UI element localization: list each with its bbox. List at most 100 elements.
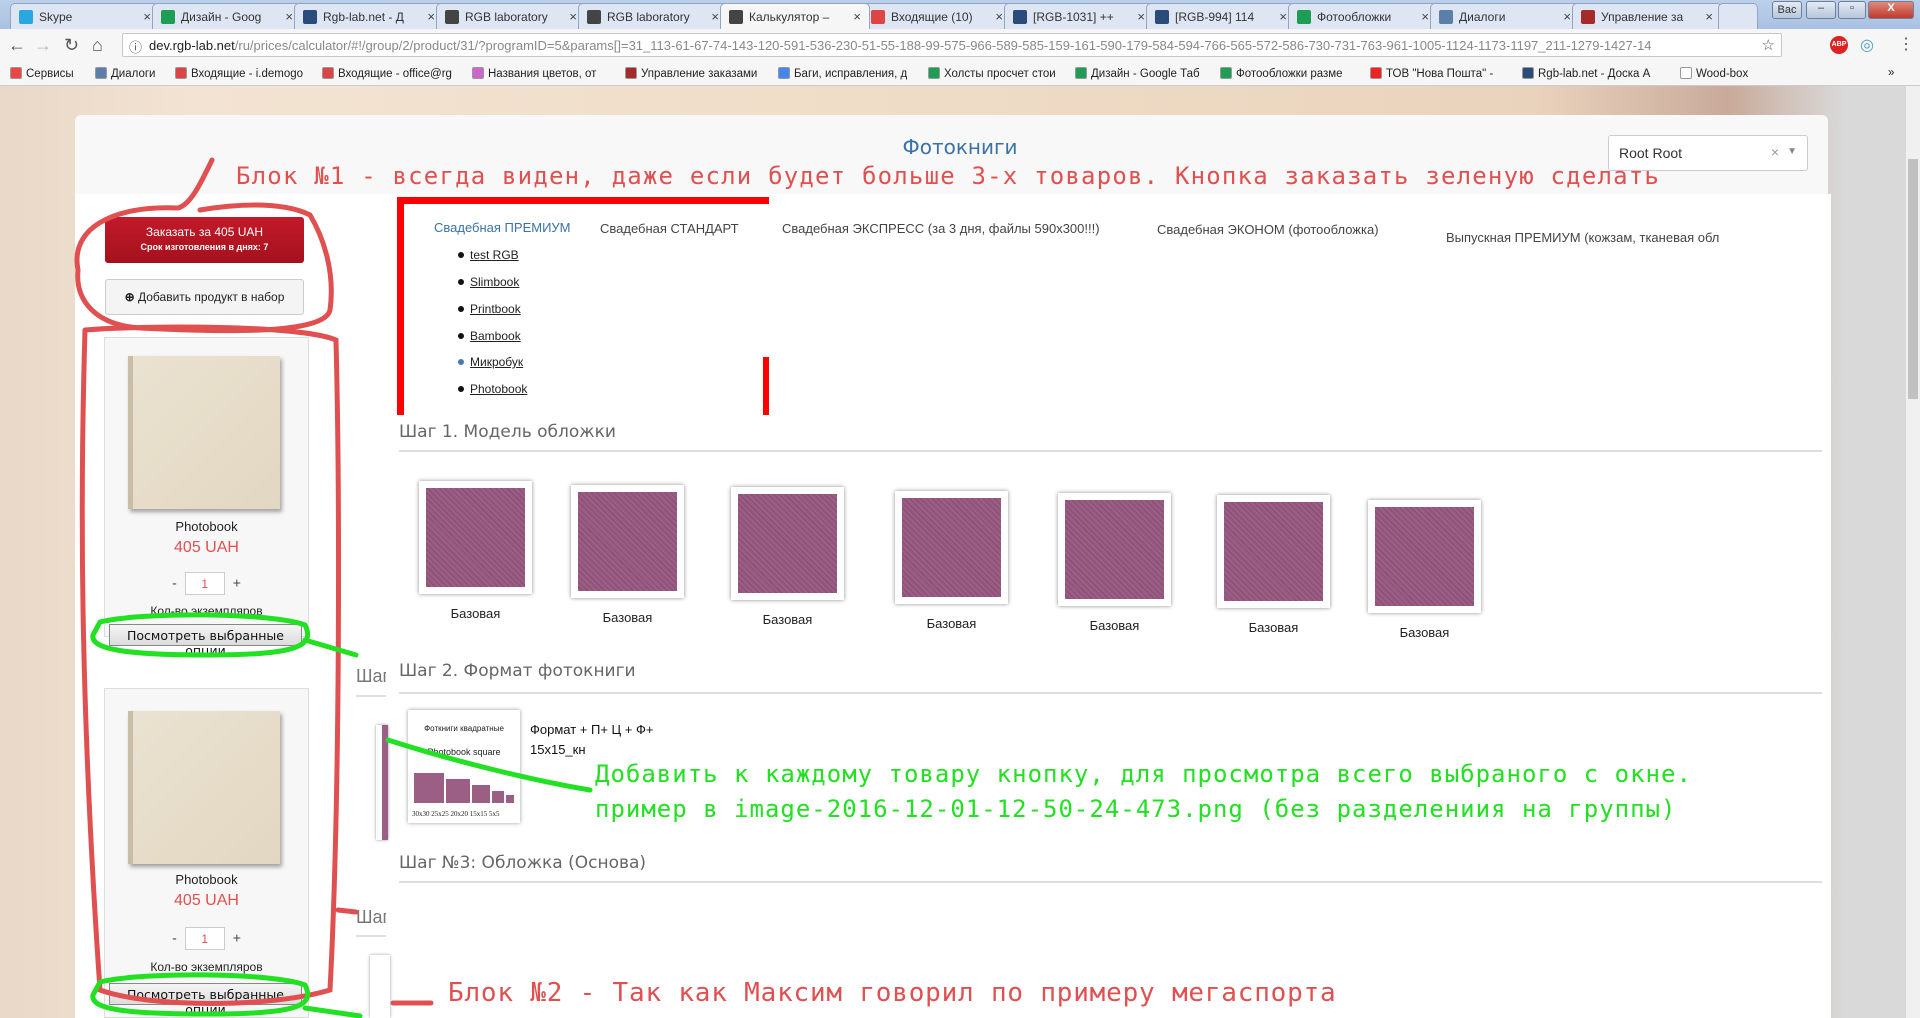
cover-option[interactable]	[1217, 495, 1330, 608]
page-title: Фотокниги	[902, 135, 1018, 159]
close-tab-icon[interactable]: ×	[995, 9, 1003, 24]
home-icon[interactable]: ⌂	[92, 35, 103, 55]
browser-tab[interactable]: Rgb-lab.net - Д ×	[294, 3, 444, 29]
cover-option[interactable]	[1058, 493, 1171, 606]
reload-icon[interactable]: ↻	[64, 35, 80, 55]
chevron-down-icon[interactable]: ▼	[1787, 146, 1797, 157]
browser-tab[interactable]: RGB laboratory ×	[578, 3, 728, 29]
close-tab-icon[interactable]: ×	[1563, 9, 1571, 24]
tab-express[interactable]: Свадебная ЭКСПРЕСС (за 3 дня, файлы 590x…	[782, 221, 1100, 236]
bookmark[interactable]: Rgb-lab.net - Доска А	[1522, 67, 1650, 80]
view-options-button[interactable]: Посмотреть выбранные опции	[109, 624, 302, 658]
bookmark[interactable]: Диалоги	[95, 67, 155, 80]
decrement-button[interactable]: -	[172, 574, 177, 591]
product-link-label[interactable]: test RGB	[470, 248, 519, 262]
bookmark-icon	[1075, 67, 1087, 79]
increment-button[interactable]: +	[232, 574, 241, 591]
maximize-button[interactable]: ▫	[1838, 1, 1866, 19]
close-tab-icon[interactable]: ×	[853, 9, 861, 24]
product-link[interactable]: Photobook	[458, 382, 527, 396]
user-select[interactable]: Root Root × ▼	[1608, 135, 1808, 171]
bookmark[interactable]: Входящие - office@rg	[322, 67, 452, 80]
browser-tab[interactable]: Дизайн - Goog ×	[152, 3, 302, 29]
url-input[interactable]: ⓘ dev.rgb-lab.net/ru/prices/calculator/#…	[122, 33, 1782, 57]
close-tab-icon[interactable]: ×	[711, 9, 719, 24]
browser-tab[interactable]: [RGB-994] 114 ×	[1146, 3, 1296, 29]
bookmark[interactable]: ТОВ "Нова Пошта" -	[1370, 67, 1493, 80]
bookmarks-more[interactable]: »	[1888, 67, 1895, 79]
cover-option[interactable]	[571, 485, 684, 598]
bookmark[interactable]: Холсты просчет стои	[928, 67, 1056, 80]
cover-option[interactable]	[731, 487, 844, 600]
tab-graduation[interactable]: Выпускная ПРЕМИУМ (кожзам, тканевая обл	[1446, 230, 1720, 245]
product-link-label[interactable]: Bambook	[470, 329, 521, 343]
close-tab-icon[interactable]: ×	[427, 9, 435, 24]
cover-swatch	[1065, 500, 1164, 599]
close-tab-icon[interactable]: ×	[1279, 9, 1287, 24]
new-tab-button[interactable]	[1718, 3, 1758, 29]
extension-icon[interactable]: ◎	[1860, 37, 1874, 54]
cover-label: Базовая	[762, 612, 813, 627]
bookmark-star-icon[interactable]: ☆	[1761, 36, 1775, 54]
bookmark[interactable]: Фотообложки разме	[1220, 67, 1343, 80]
browser-tab[interactable]: Управление за ×	[1572, 3, 1722, 29]
browser-tab[interactable]: Калькулятор – ×	[720, 3, 870, 29]
view-options-button[interactable]: Посмотреть выбранные опции	[109, 983, 302, 1017]
back-icon[interactable]: ←	[8, 35, 26, 55]
product-link[interactable]: Bambook	[458, 329, 521, 343]
close-tab-icon[interactable]: ×	[285, 9, 293, 24]
add-product-button[interactable]: ⊕ Добавить продукт в набор	[105, 279, 304, 315]
close-tab-icon[interactable]: ×	[143, 9, 151, 24]
info-icon[interactable]: ⓘ	[129, 40, 143, 55]
quantity-input[interactable]	[184, 572, 225, 595]
product-link-label[interactable]: Printbook	[470, 302, 521, 316]
product-link-label[interactable]: Photobook	[470, 382, 528, 396]
close-tab-icon[interactable]: ×	[1705, 9, 1713, 24]
close-tab-icon[interactable]: ×	[1421, 9, 1429, 24]
bookmark[interactable]: Сервисы	[10, 67, 74, 80]
profile-button[interactable]: Вас	[1772, 1, 1802, 19]
quantity-input[interactable]	[184, 927, 225, 950]
dialogs-icon	[1439, 10, 1453, 24]
cover-option[interactable]	[1368, 500, 1481, 613]
product-link[interactable]: Printbook	[458, 302, 521, 316]
browser-tab[interactable]: Входящие (10) ×	[862, 3, 1012, 29]
bookmark[interactable]: Дизайн - Google Таб	[1075, 67, 1200, 80]
order-button[interactable]: Заказать за 405 UAH Срок изготовления в д…	[105, 217, 304, 263]
close-window-button[interactable]: X	[1868, 1, 1914, 19]
menu-icon[interactable]: ⋮	[1898, 36, 1914, 53]
bookmark[interactable]: Названия цветов, от	[472, 67, 596, 80]
bookmark[interactable]: Входящие - i.demogo	[175, 67, 303, 80]
sheets-icon	[1297, 10, 1311, 24]
cover-option[interactable]	[419, 481, 532, 594]
adblock-icon[interactable]: ABP	[1830, 36, 1848, 54]
format-option-image[interactable]: Фоткниги квадратные Photobook square 30x…	[408, 710, 520, 823]
product-link-label[interactable]: Slimbook	[470, 275, 520, 289]
browser-tab[interactable]: [RGB-1031] ++ ×	[1004, 3, 1154, 29]
clear-icon[interactable]: ×	[1770, 144, 1779, 160]
product-link[interactable]: Slimbook	[458, 275, 519, 289]
browser-tab[interactable]: RGB laboratory ×	[436, 3, 586, 29]
scrollbar-thumb[interactable]	[1908, 159, 1918, 399]
tab-premium[interactable]: Свадебная ПРЕМИУМ	[434, 220, 571, 235]
product-link[interactable]: test RGB	[458, 248, 519, 262]
tab-label: Управление за	[1601, 10, 1684, 24]
browser-tab[interactable]: Фотообложки ×	[1288, 3, 1438, 29]
bookmark[interactable]: Баги, исправления, д	[778, 67, 907, 80]
product-link[interactable]: Микробук	[458, 355, 523, 369]
product-link-label[interactable]: Микробук	[470, 355, 524, 369]
bookmark[interactable]: Wood-box	[1680, 67, 1748, 80]
cover-swatch	[902, 498, 1001, 597]
browser-tab[interactable]: Диалоги ×	[1430, 3, 1580, 29]
increment-button[interactable]: +	[232, 929, 241, 946]
minimize-button[interactable]: –	[1806, 1, 1836, 19]
bookmark[interactable]: Управление заказами	[625, 67, 757, 80]
decrement-button[interactable]: -	[172, 929, 177, 946]
tab-econom[interactable]: Свадебная ЭКОНОМ (фотообложка)	[1157, 222, 1379, 237]
forward-icon[interactable]: →	[34, 35, 52, 55]
cover-option[interactable]	[895, 491, 1008, 604]
browser-tab[interactable]: Skype ×	[10, 3, 160, 29]
close-tab-icon[interactable]: ×	[1137, 9, 1145, 24]
tab-standard[interactable]: Свадебная СТАНДАРТ	[600, 221, 739, 236]
close-tab-icon[interactable]: ×	[569, 9, 577, 24]
